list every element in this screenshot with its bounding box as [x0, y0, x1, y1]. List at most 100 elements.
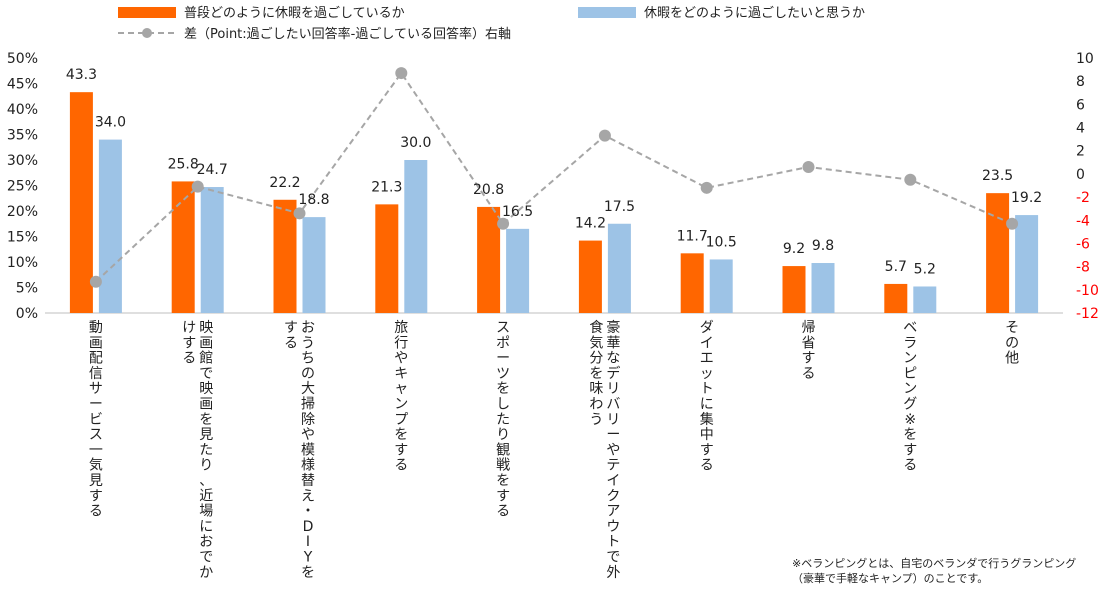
category-label-char: ト [606, 534, 620, 550]
bar-wish [506, 228, 530, 313]
category-label-char: 外 [606, 565, 620, 581]
category-label-char: を [199, 412, 213, 428]
category-label-char: る [89, 504, 103, 520]
category-label-char: イ [700, 335, 714, 351]
value-label-usual: 43.3 [66, 67, 97, 83]
value-label-wish: 19.2 [1011, 190, 1042, 206]
bar-wish [302, 217, 326, 313]
category-label-char: か [199, 565, 213, 581]
category-label-char: デ [606, 365, 620, 382]
difference-line [95, 71, 1013, 283]
category-label-char: す [903, 442, 917, 458]
right-axis: 10 8 6 4 2 0 -2 -4 -6 -8 -10 -12 [1076, 51, 1099, 322]
category-label-char: 模 [301, 442, 315, 458]
value-labels: 43.3 34.0 25.824.7 22.218.8 21.3 30.0 20.8 16.5… [66, 67, 1042, 277]
value-label-usual: 21.3 [371, 179, 402, 195]
difference-marker [89, 275, 102, 288]
difference-marker [700, 181, 713, 194]
left-tick-label: 45% [7, 77, 38, 93]
category-label-char: を [903, 427, 917, 443]
category-label-char: ア [606, 504, 620, 520]
difference-marker [1006, 217, 1019, 230]
category-label-char: テ [606, 458, 620, 474]
category-label-char: 集 [700, 411, 714, 428]
difference-marker [598, 129, 611, 142]
bar-wish [1015, 215, 1039, 313]
difference-marker [395, 67, 408, 80]
bar-wish [913, 286, 937, 313]
bar-wish [709, 259, 733, 313]
category-label-char: た [496, 412, 510, 428]
value-label-usual: 20.8 [473, 182, 504, 198]
difference-marker [293, 207, 306, 220]
category-label-char: イ [606, 473, 620, 489]
category-label-char: 華 [606, 335, 620, 351]
category-label-char: え [301, 488, 315, 504]
category-label-char: バ [606, 397, 620, 413]
category-label-char: 画 [89, 335, 103, 351]
category-label-char: を [589, 366, 603, 382]
category-label-char: を [301, 565, 315, 581]
category-label-char: 画 [199, 397, 213, 413]
category-label-char: に [199, 519, 213, 535]
category-label-char: に [700, 397, 714, 413]
category-label-char: の [301, 366, 315, 382]
value-label-wish: 10.5 [706, 234, 737, 250]
category-label-char: プ [394, 412, 408, 428]
legend-label-usual: 普段どのように休暇を過ごしているか [184, 5, 405, 21]
bar-wish [404, 160, 428, 313]
category-label-char: わ [589, 397, 603, 413]
category-label-char: た [199, 442, 213, 458]
category-label-char: 気 [589, 335, 603, 351]
category-label-char: ウ [606, 519, 620, 535]
difference-marker [802, 160, 815, 173]
difference-marker [497, 217, 510, 230]
bar-wish [811, 263, 835, 313]
category-labels: 動画配信サービス一気見する映画館で映画を見たり、近場におでかけするおうちの大掃除… [89, 319, 1019, 581]
category-label-char: や [394, 351, 408, 367]
category-label-char: で [606, 550, 620, 566]
left-tick-label: 20% [7, 204, 38, 220]
category-label-char: ー [606, 427, 620, 443]
category-label-char: 省 [802, 335, 816, 351]
value-label-usual: 25.8 [168, 156, 199, 172]
category-label-char: ー [89, 397, 103, 413]
bar-usual [986, 193, 1010, 313]
right-tick-label: -12 [1076, 306, 1099, 322]
category-label-char: ッ [700, 366, 714, 382]
right-tick-label: 10 [1076, 51, 1094, 67]
category-label-char: 気 [89, 458, 103, 474]
legend-swatch-wish [578, 7, 636, 18]
category-label-char: で [199, 366, 213, 382]
category-label-char: を [496, 473, 510, 489]
category-label-char: け [182, 320, 196, 336]
value-label-usual: 14.2 [575, 216, 606, 232]
category-label-char: う [589, 412, 603, 428]
category-label-char: り [199, 458, 213, 474]
category-label-char: る [700, 458, 714, 474]
left-tick-label: 50% [7, 51, 38, 67]
category-label-char: ス [89, 427, 103, 443]
right-tick-label: 6 [1076, 97, 1085, 113]
category-label-char: 味 [589, 381, 603, 397]
bar-series [69, 92, 1039, 313]
category-label-char: ダ [700, 320, 714, 336]
bar-usual [680, 253, 704, 313]
category-label-char: 信 [89, 366, 103, 382]
bar-usual [273, 199, 297, 313]
category-label-char: 映 [199, 320, 213, 336]
category-label-char: 見 [199, 427, 213, 443]
category-label-char: ※ [904, 412, 916, 428]
value-label-usual: 9.2 [783, 241, 805, 257]
category-label-char: キ [394, 366, 408, 382]
bar-wish [607, 223, 631, 313]
bar-usual [477, 206, 501, 313]
category-label-char: す [89, 488, 103, 504]
category-label-char: 食 [589, 319, 603, 336]
category-label-char: リ [606, 381, 620, 397]
category-label-char: Y [303, 550, 313, 566]
left-tick-label: 0% [16, 306, 38, 322]
bar-wish [98, 139, 122, 313]
category-label-char: リ [606, 412, 620, 428]
legend-swatch-usual [118, 7, 176, 18]
